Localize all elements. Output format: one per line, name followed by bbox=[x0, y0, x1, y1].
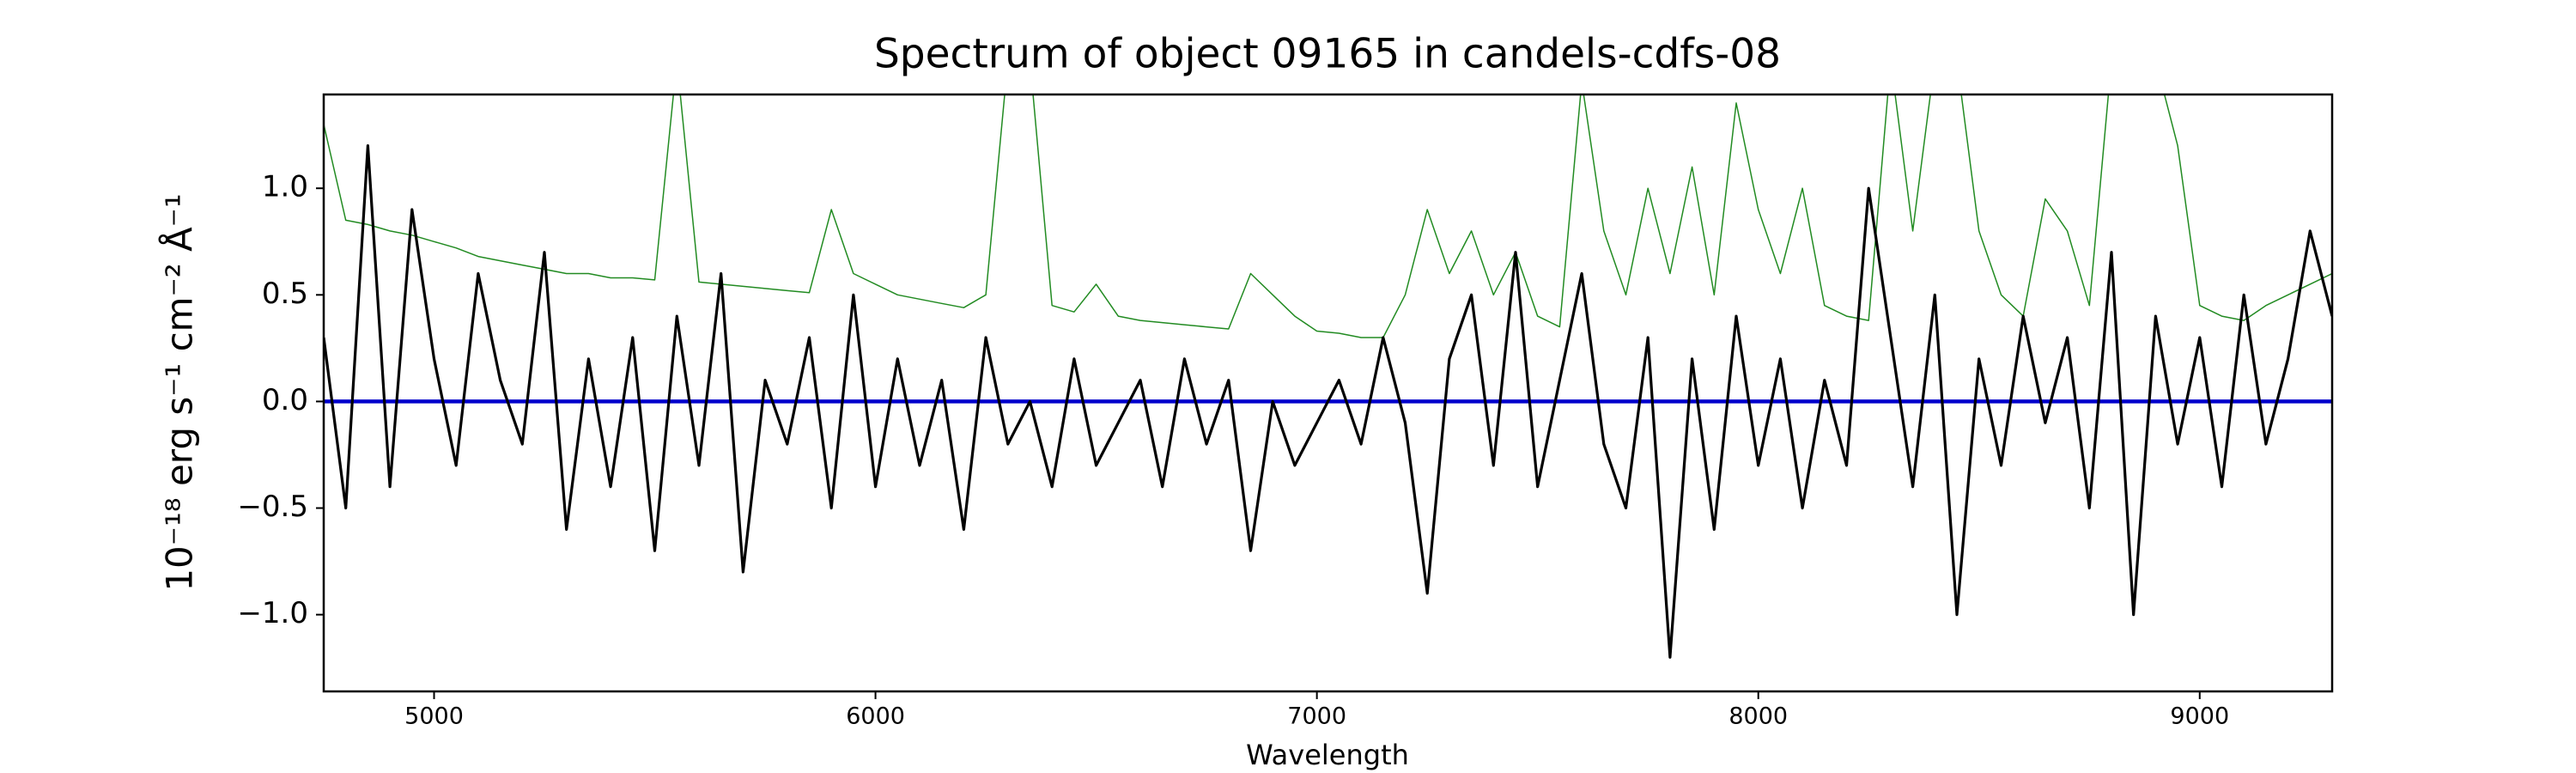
spectrum-line bbox=[324, 144, 2332, 659]
x-tick-label: 6000 bbox=[846, 703, 905, 730]
x-axis-label: Wavelength bbox=[1246, 739, 1409, 771]
y-tick-label: 0.5 bbox=[262, 277, 308, 311]
x-tick-label: 9000 bbox=[2170, 703, 2229, 730]
y-tick-label: −0.5 bbox=[237, 490, 308, 524]
spectrum-line bbox=[324, 94, 2332, 338]
chart-title: Spectrum of object 09165 in candels-cdfs… bbox=[874, 31, 1781, 78]
y-tick-label: 1.0 bbox=[262, 170, 308, 204]
y-tick-label: −1.0 bbox=[237, 596, 308, 630]
y-axis-label: 10⁻¹⁸ erg s⁻¹ cm⁻² Å⁻¹ bbox=[158, 193, 201, 591]
x-tick-label: 8000 bbox=[1728, 703, 1788, 730]
x-tick-label: 5000 bbox=[404, 703, 464, 730]
plot-area bbox=[324, 94, 2332, 659]
plot-frame bbox=[322, 93, 2334, 693]
y-tick-label: 0.0 bbox=[262, 383, 308, 417]
x-tick-label: 7000 bbox=[1287, 703, 1346, 730]
